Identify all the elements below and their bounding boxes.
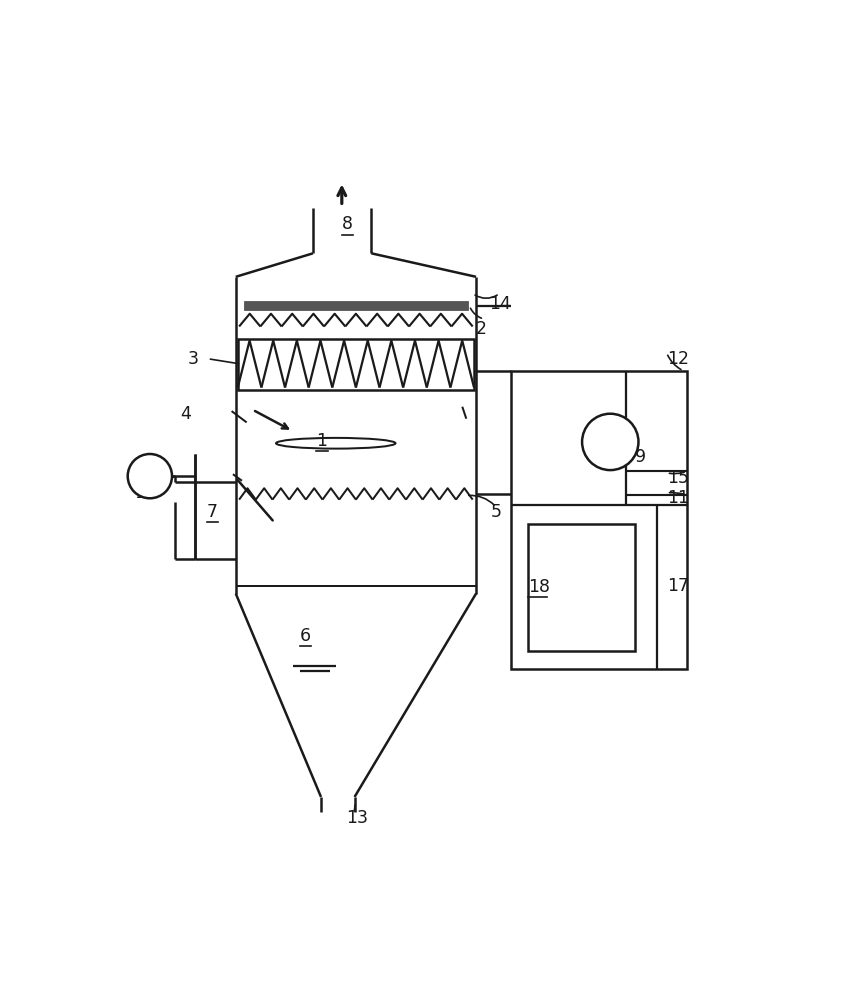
Text: 17: 17 xyxy=(667,577,688,595)
Text: 5: 5 xyxy=(491,503,501,521)
Text: 10: 10 xyxy=(133,484,156,502)
Text: 12: 12 xyxy=(667,350,688,368)
Text: 13: 13 xyxy=(346,809,368,827)
Text: 9: 9 xyxy=(635,448,646,466)
Text: 4: 4 xyxy=(180,405,191,423)
Text: 3: 3 xyxy=(187,350,198,368)
Circle shape xyxy=(127,454,172,498)
Bar xyxy=(238,339,474,390)
Circle shape xyxy=(582,414,638,470)
Text: 18: 18 xyxy=(527,578,550,596)
Text: 11: 11 xyxy=(667,489,688,507)
Text: 15: 15 xyxy=(667,469,688,487)
Bar xyxy=(527,524,635,651)
Text: 8: 8 xyxy=(342,215,352,233)
Bar xyxy=(511,371,687,669)
Text: 6: 6 xyxy=(300,627,311,645)
Text: 1: 1 xyxy=(316,432,327,450)
Text: 7: 7 xyxy=(207,503,218,521)
Bar xyxy=(244,301,468,310)
Text: 2: 2 xyxy=(476,320,487,338)
Text: 14: 14 xyxy=(489,295,511,313)
Ellipse shape xyxy=(276,438,396,449)
